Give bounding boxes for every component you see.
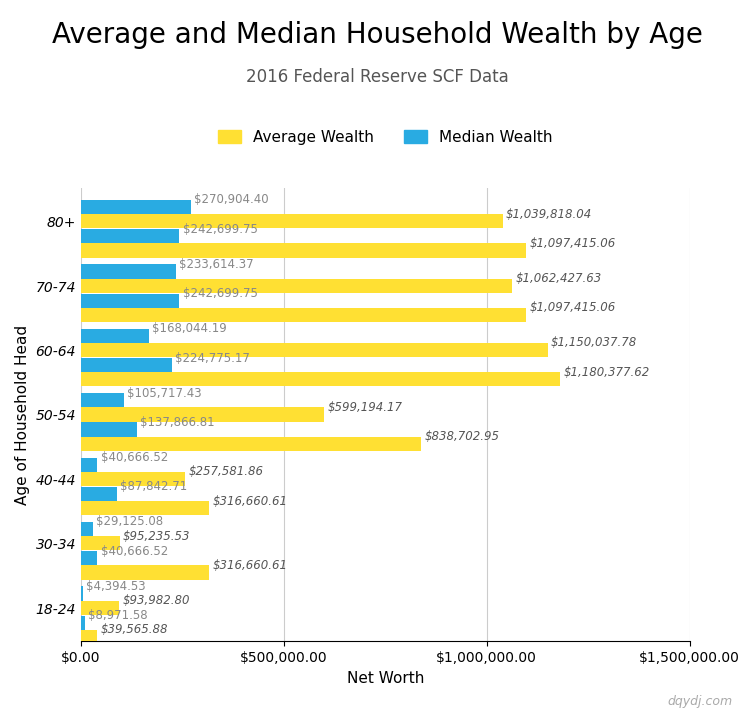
Bar xyxy=(81,630,97,644)
Bar xyxy=(81,616,85,630)
Text: $224,775.17: $224,775.17 xyxy=(175,352,250,365)
Y-axis label: Age of Household Head: Age of Household Head xyxy=(15,325,30,505)
Text: $1,097,415.06: $1,097,415.06 xyxy=(529,237,616,250)
Text: $39,565.88: $39,565.88 xyxy=(100,623,168,636)
Text: $1,180,377.62: $1,180,377.62 xyxy=(563,366,649,379)
Bar xyxy=(81,308,526,322)
Bar xyxy=(81,373,560,387)
Bar xyxy=(81,458,97,472)
X-axis label: Net Worth: Net Worth xyxy=(347,671,424,686)
Bar xyxy=(81,343,547,358)
Text: $93,982.80: $93,982.80 xyxy=(122,594,190,607)
Bar xyxy=(81,522,93,536)
Text: $95,235.53: $95,235.53 xyxy=(123,530,190,543)
Text: $8,971.58: $8,971.58 xyxy=(88,609,147,622)
Bar xyxy=(81,551,97,566)
Text: $316,660.61: $316,660.61 xyxy=(213,559,288,572)
Bar xyxy=(81,586,83,601)
Text: $242,699.75: $242,699.75 xyxy=(183,223,257,236)
Bar xyxy=(81,536,119,551)
Bar xyxy=(81,329,149,343)
Bar xyxy=(81,487,116,501)
Text: 2016 Federal Reserve SCF Data: 2016 Federal Reserve SCF Data xyxy=(246,68,509,86)
Text: $40,666.52: $40,666.52 xyxy=(100,545,168,558)
Text: $29,125.08: $29,125.08 xyxy=(96,516,163,528)
Bar xyxy=(81,393,124,408)
Bar xyxy=(81,244,526,257)
Bar xyxy=(81,214,503,228)
Text: $1,150,037.78: $1,150,037.78 xyxy=(551,337,637,350)
Bar xyxy=(81,200,191,214)
Bar xyxy=(81,358,172,373)
Bar xyxy=(81,501,209,516)
Bar xyxy=(81,408,324,422)
Text: $270,904.40: $270,904.40 xyxy=(194,194,269,207)
Text: $242,699.75: $242,699.75 xyxy=(183,287,257,300)
Bar xyxy=(81,230,180,244)
Text: $137,866.81: $137,866.81 xyxy=(140,416,214,429)
Text: $4,394.53: $4,394.53 xyxy=(86,580,146,593)
Text: $257,581.86: $257,581.86 xyxy=(189,465,263,478)
Text: dqydj.com: dqydj.com xyxy=(667,695,732,708)
Bar xyxy=(81,437,421,451)
Text: $1,097,415.06: $1,097,415.06 xyxy=(529,302,616,315)
Bar xyxy=(81,566,209,580)
Text: $40,666.52: $40,666.52 xyxy=(100,451,168,464)
Text: Average and Median Household Wealth by Age: Average and Median Household Wealth by A… xyxy=(52,21,703,49)
Bar xyxy=(81,601,119,615)
Text: $87,842.71: $87,842.71 xyxy=(120,480,187,493)
Text: $233,614.37: $233,614.37 xyxy=(179,258,254,271)
Text: $1,039,818.04: $1,039,818.04 xyxy=(506,207,593,221)
Text: $168,044.19: $168,044.19 xyxy=(153,322,227,335)
Text: $316,660.61: $316,660.61 xyxy=(213,495,288,508)
Bar xyxy=(81,279,512,292)
Bar xyxy=(81,423,137,437)
Bar xyxy=(81,294,180,308)
Bar xyxy=(81,265,176,279)
Text: $838,702.95: $838,702.95 xyxy=(424,430,500,443)
Text: $1,062,427.63: $1,062,427.63 xyxy=(515,272,602,285)
Bar xyxy=(81,472,186,486)
Text: $599,194.17: $599,194.17 xyxy=(328,401,402,414)
Legend: Average Wealth, Median Wealth: Average Wealth, Median Wealth xyxy=(211,124,559,151)
Text: $105,717.43: $105,717.43 xyxy=(127,387,202,400)
